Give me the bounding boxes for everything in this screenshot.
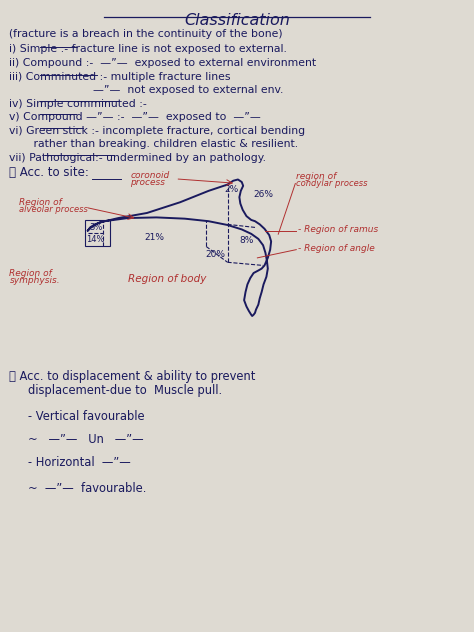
Text: Ⓒ Acc. to displacement & ability to prevent: Ⓒ Acc. to displacement & ability to prev… — [9, 370, 256, 383]
Text: vii) Pathological:- undermined by an pathology.: vii) Pathological:- undermined by an pat… — [9, 153, 266, 163]
Text: 14%: 14% — [86, 235, 105, 244]
Text: alveolar process: alveolar process — [19, 205, 88, 214]
Text: —”—  not exposed to external env.: —”— not exposed to external env. — [9, 85, 284, 95]
Text: coronoid: coronoid — [130, 171, 170, 179]
Text: - Region of ramus: - Region of ramus — [298, 225, 378, 234]
Text: region of: region of — [296, 173, 337, 181]
Text: Region of: Region of — [9, 269, 52, 277]
Text: Ⓑ Acc. to site:: Ⓑ Acc. to site: — [9, 166, 90, 179]
Text: 2%: 2% — [224, 185, 238, 194]
Text: process: process — [130, 178, 165, 186]
Text: 21%: 21% — [144, 233, 164, 241]
Text: - Horizontal  —”—: - Horizontal —”— — [28, 456, 131, 470]
Text: 20%: 20% — [206, 250, 226, 259]
Text: (fracture is a breach in the continuity of the bone): (fracture is a breach in the continuity … — [9, 30, 283, 39]
Text: rather than breaking. children elastic & resilient.: rather than breaking. children elastic &… — [9, 139, 299, 149]
Text: condylar process: condylar process — [296, 179, 368, 188]
Text: vi) Green stick :- incomplete fracture, cortical bending: vi) Green stick :- incomplete fracture, … — [9, 126, 306, 136]
Text: Region of: Region of — [19, 198, 62, 207]
Text: Region of body: Region of body — [128, 274, 206, 284]
Text: displacement-due to  Muscle pull.: displacement-due to Muscle pull. — [28, 384, 223, 397]
Text: - Vertical favourable: - Vertical favourable — [28, 410, 145, 423]
Text: ~  —”—  favourable.: ~ —”— favourable. — [28, 482, 147, 495]
Text: 8%: 8% — [239, 236, 254, 245]
Text: Classification: Classification — [184, 13, 290, 28]
Text: iv) Simple comminuted :-: iv) Simple comminuted :- — [9, 99, 147, 109]
Text: i) Simple :- fracture line is not exposed to external.: i) Simple :- fracture line is not expose… — [9, 44, 287, 54]
Text: - Region of angle: - Region of angle — [298, 244, 374, 253]
Text: ii) Compound :-  —”—  exposed to external environment: ii) Compound :- —”— exposed to external … — [9, 58, 317, 68]
Text: iii) Comminuted :- multiple fracture lines: iii) Comminuted :- multiple fracture lin… — [9, 72, 231, 82]
Text: 26%: 26% — [253, 190, 273, 199]
Text: v) Compound —”— :-  —”—  exposed to  —”—: v) Compound —”— :- —”— exposed to —”— — [9, 112, 261, 122]
Text: ~   —”—   Un   —”—: ~ —”— Un —”— — [28, 433, 144, 446]
Text: 3%: 3% — [89, 223, 102, 232]
Text: symphysis.: symphysis. — [9, 276, 60, 285]
